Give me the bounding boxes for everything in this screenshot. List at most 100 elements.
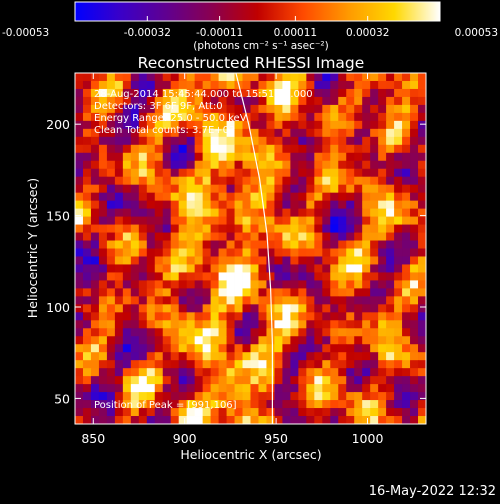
heatmap-cell <box>194 120 204 130</box>
heatmap-cell <box>170 232 180 241</box>
heatmap-cell <box>418 232 426 241</box>
heatmap-cell <box>218 136 227 146</box>
heatmap-cell <box>98 384 108 393</box>
heatmap-cell <box>82 73 92 82</box>
heatmap-cell <box>394 80 403 90</box>
heatmap-cell <box>202 184 212 194</box>
heatmap-cell <box>146 216 156 225</box>
heatmap-cell <box>194 96 204 106</box>
heatmap-cell <box>274 376 283 385</box>
heatmap-cell <box>306 288 315 297</box>
heatmap-cell <box>146 264 156 273</box>
heatmap-cell <box>418 216 426 225</box>
heatmap-cell <box>322 128 331 138</box>
heatmap-cell <box>410 184 419 194</box>
heatmap-cell <box>90 216 100 225</box>
heatmap-cell <box>146 312 156 321</box>
heatmap-cell <box>178 208 188 217</box>
heatmap-cell <box>98 224 108 233</box>
heatmap-cell <box>178 80 188 90</box>
heatmap-cell <box>162 256 172 265</box>
heatmap-cell <box>250 248 259 257</box>
heatmap-cell <box>258 384 267 393</box>
heatmap-cell <box>306 136 315 146</box>
heatmap-cell <box>330 344 339 353</box>
heatmap-cell <box>75 120 84 130</box>
heatmap-cell <box>418 256 426 265</box>
heatmap-cell <box>306 216 315 225</box>
heatmap-cell <box>75 112 84 122</box>
heatmap-cell <box>402 216 411 225</box>
heatmap-cell <box>170 200 180 210</box>
heatmap-cell <box>218 320 227 329</box>
heatmap-cell <box>410 256 419 265</box>
heatmap-cell <box>274 224 283 233</box>
heatmap-cell <box>242 136 251 146</box>
heatmap-cell <box>178 376 188 385</box>
heatmap-cell <box>202 216 212 225</box>
heatmap-cell <box>218 376 227 385</box>
heatmap-cell <box>138 104 148 114</box>
heatmap-cell <box>298 384 307 393</box>
heatmap-cell <box>130 128 140 138</box>
heatmap-cell <box>90 264 100 273</box>
heatmap-cell <box>266 416 275 424</box>
heatmap-cell <box>282 168 291 178</box>
heatmap-cell <box>306 312 315 321</box>
heatmap-cell <box>218 88 227 98</box>
heatmap-cell <box>338 248 347 257</box>
heatmap-cell <box>322 288 331 297</box>
heatmap-cell <box>282 376 291 385</box>
heatmap-cell <box>242 240 251 249</box>
heatmap-cell <box>282 208 291 217</box>
heatmap-cell <box>386 336 395 345</box>
heatmap-cell <box>386 128 395 138</box>
heatmap-cell <box>218 384 227 393</box>
heatmap-cell <box>234 328 243 337</box>
heatmap-cell <box>218 336 227 345</box>
heatmap-cell <box>338 144 347 154</box>
heatmap-cell <box>130 296 140 305</box>
heatmap-cell <box>122 144 132 154</box>
heatmap-cell <box>98 73 108 82</box>
heatmap-cell <box>178 408 188 417</box>
heatmap-cell <box>114 352 124 361</box>
heatmap-cell <box>330 336 339 345</box>
heatmap-cell <box>394 248 403 257</box>
heatmap-cell <box>378 184 387 194</box>
heatmap-cell <box>298 240 307 249</box>
heatmap-cell <box>370 384 379 393</box>
heatmap-cell <box>258 312 267 321</box>
heatmap-cell <box>186 312 196 321</box>
heatmap-cell <box>146 160 156 170</box>
heatmap-cell <box>258 368 267 377</box>
heatmap-cell <box>106 256 116 265</box>
heatmap-cell <box>170 392 180 401</box>
heatmap-cell <box>314 176 323 186</box>
heatmap-cell <box>410 160 419 170</box>
heatmap-cell <box>298 192 307 202</box>
y-tick-label: 150 <box>46 209 70 224</box>
heatmap-cell <box>114 96 124 106</box>
heatmap-cell <box>314 376 323 385</box>
heatmap-cell <box>154 360 164 369</box>
heatmap-cell <box>98 408 108 417</box>
heatmap-cell <box>82 120 92 130</box>
heatmap-cell <box>322 224 331 233</box>
heatmap-cell <box>418 208 426 217</box>
heatmap-cell <box>394 304 403 313</box>
heatmap-cell <box>266 248 275 257</box>
heatmap-cell <box>394 312 403 321</box>
heatmap-cell <box>186 248 196 257</box>
heatmap-cell <box>394 144 403 154</box>
heatmap-cell <box>402 336 411 345</box>
heatmap-cell <box>346 400 355 409</box>
heatmap-cell <box>202 120 212 130</box>
x-tick-label: 950 <box>264 431 288 446</box>
heatmap-cell <box>122 176 132 186</box>
heatmap-cell <box>274 392 283 401</box>
heatmap-cell <box>82 104 92 114</box>
heatmap-cell <box>330 128 339 138</box>
heatmap-cell <box>370 184 379 194</box>
